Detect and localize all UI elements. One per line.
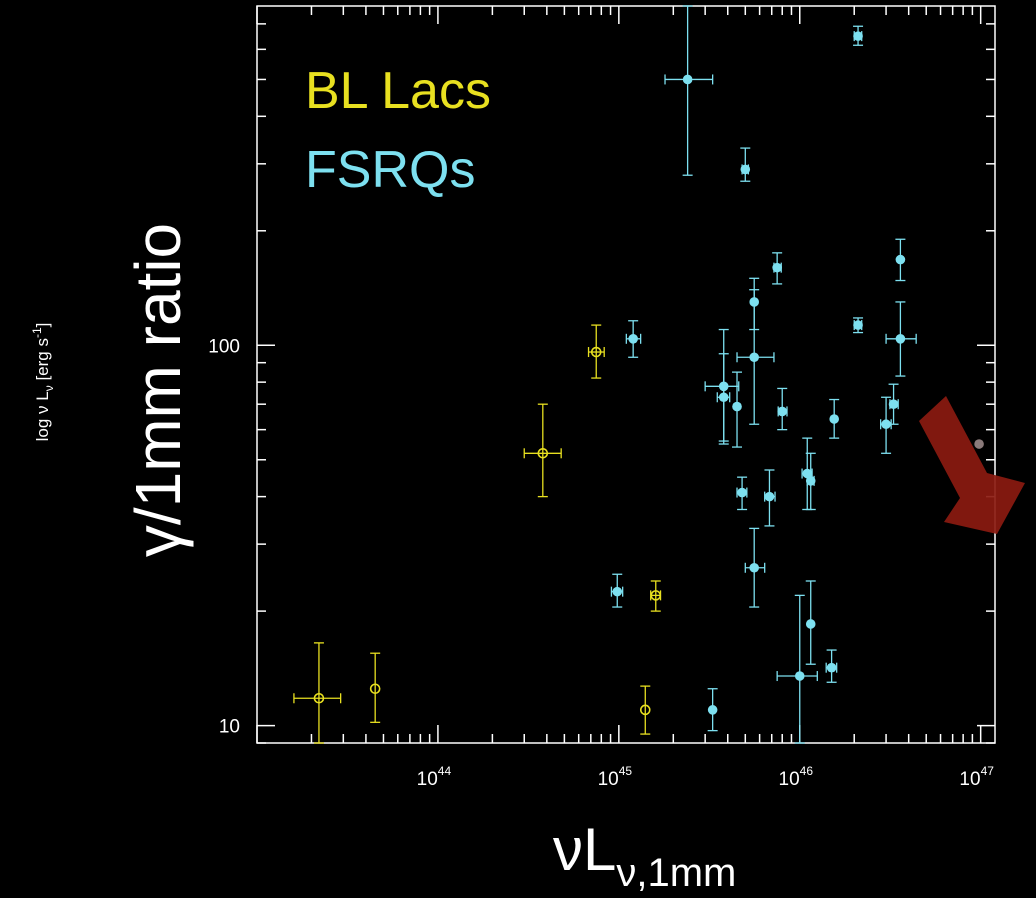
data-point xyxy=(639,704,651,716)
data-point xyxy=(805,476,816,486)
x-tick-label: 1045 xyxy=(598,764,633,790)
data-point xyxy=(732,401,742,412)
annotation-arrow xyxy=(919,396,1025,534)
x-tick-exponent: 46 xyxy=(800,764,814,778)
series-1 xyxy=(293,324,662,744)
series-2 xyxy=(610,5,917,744)
x-tick-label: 1044 xyxy=(417,764,452,790)
y-label-small-close: ] xyxy=(33,323,52,328)
legend-entry-bl-lacs: BL Lacs xyxy=(305,62,491,120)
data-point xyxy=(895,334,906,344)
data-point xyxy=(794,671,805,681)
y-axis-label-small: log ν Lν [erg s-1] xyxy=(30,323,56,442)
x-label-main: νL xyxy=(553,816,616,883)
data-point xyxy=(826,662,837,673)
data-point xyxy=(777,406,788,417)
x-tick-base: 10 xyxy=(959,769,980,790)
data-point xyxy=(612,586,623,597)
data-point xyxy=(682,74,693,85)
y-label-small-sup: -1 xyxy=(30,327,44,338)
data-point xyxy=(737,487,747,498)
data-point xyxy=(764,491,775,502)
y-tick-label: 10 xyxy=(219,717,240,738)
data-point xyxy=(881,419,891,430)
data-point xyxy=(895,254,906,265)
data-point xyxy=(853,320,863,330)
x-tick-base: 10 xyxy=(779,769,800,790)
x-tick-base: 10 xyxy=(598,769,619,790)
x-tick-exponent: 47 xyxy=(981,764,995,778)
data-point xyxy=(802,468,813,479)
data-point xyxy=(749,297,759,307)
y-axis-label: γ/1mm ratio xyxy=(122,223,194,557)
x-tick-base: 10 xyxy=(417,769,438,790)
data-point xyxy=(718,392,729,403)
x-tick-exponent: 44 xyxy=(438,764,452,778)
data-point xyxy=(313,692,325,704)
data-point xyxy=(749,562,759,573)
data-point xyxy=(749,352,759,363)
data-point xyxy=(369,683,381,695)
x-tick-exponent: 45 xyxy=(619,764,633,778)
data-points xyxy=(293,5,984,744)
data-point xyxy=(829,414,839,424)
axis-ticks xyxy=(256,6,995,744)
y-label-small-unit: [erg s xyxy=(33,338,52,385)
data-point xyxy=(974,439,984,449)
data-point xyxy=(628,334,638,344)
data-point xyxy=(740,164,751,175)
data-point xyxy=(888,399,899,409)
x-tick-label: 1046 xyxy=(779,764,814,790)
y-label-small-prefix: log ν L xyxy=(33,391,52,441)
data-point xyxy=(772,262,782,273)
plot-frame xyxy=(256,5,996,744)
data-point xyxy=(650,590,662,601)
y-label-small-sub: ν xyxy=(42,385,56,391)
data-point xyxy=(537,447,549,459)
data-point xyxy=(805,619,816,629)
y-tick-label: 100 xyxy=(208,336,240,357)
data-point xyxy=(590,346,602,358)
x-tick-label: 1047 xyxy=(959,764,994,790)
data-point xyxy=(707,705,718,715)
x-tick-labels: 1044 1045 1046 1047 xyxy=(417,764,995,790)
legend-entry-fsrqs: FSRQs xyxy=(305,141,475,199)
series-3 xyxy=(974,439,984,449)
x-axis-label: νLν,1mm xyxy=(553,816,736,895)
data-point xyxy=(853,31,863,41)
x-label-sub: ν,1mm xyxy=(616,851,736,895)
y-tick-labels: 10 100 xyxy=(208,336,240,737)
